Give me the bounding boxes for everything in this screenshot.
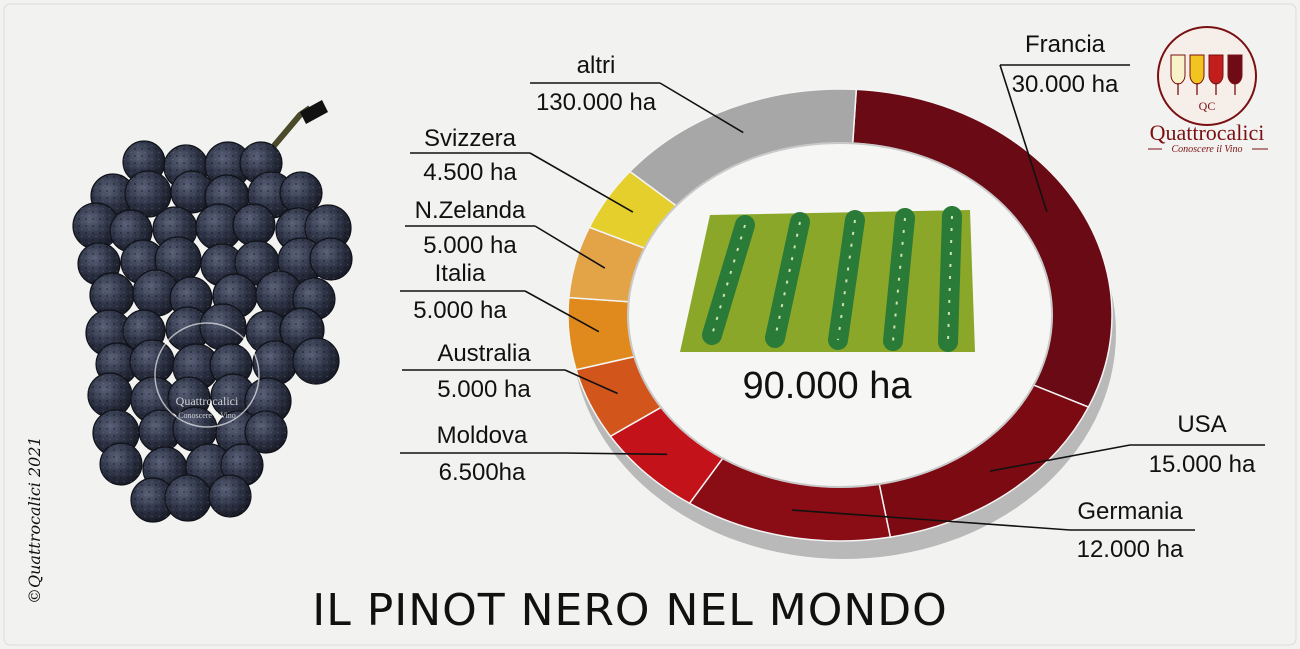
watermark: Quattrocalici Conoscere il Vino [154,322,260,428]
leader-line-svizzera [529,152,634,213]
grape-berry-bloom [133,270,179,316]
slice-value-altri: 130.000 ha [536,89,657,116]
slice-value-francia: 30.000 ha [1012,71,1119,98]
grape-berry-bloom [90,273,134,317]
slice-name-germania: Germania [1077,498,1183,525]
grape-berry-bloom [245,411,287,453]
vine-row [702,215,755,345]
vine-row-highlight [892,217,906,342]
grape-berry-bloom [100,443,142,485]
grape-berry-bloom [139,410,181,452]
leader-line-francia [999,64,1048,212]
brand-logo: QC [1157,26,1257,126]
leader-line-australia [564,369,618,395]
slice-name-moldova: Moldova [437,422,528,449]
slice-name-italia: Italia [435,260,486,287]
grape-berry-bloom [211,374,255,418]
slice-italia [567,296,636,371]
grape-berry-bloom [171,171,213,213]
brand-tagline: Conoscere il Vino [1171,144,1242,155]
leader-line-altri [659,82,744,134]
slice-value-nzelanda: 5.000 ha [423,232,517,259]
leader-line-usa [989,444,1131,472]
leader-line-nzelanda [534,225,606,269]
wine-glasses-icon [1170,54,1243,95]
grape-stem-tip [300,100,328,124]
grape-berry-bloom [310,238,352,280]
grape-berry-bloom [196,204,242,250]
grape-berry-bloom [256,271,302,317]
slice-value-germania: 12.000 ha [1077,536,1184,563]
slice-value-moldova: 6.500ha [439,459,526,486]
grape-berry-bloom [73,203,119,249]
slice-name-usa: USA [1177,411,1226,438]
grape-bunch-illustration [72,100,353,523]
watermark-tagline: Conoscere il Vino [178,411,236,420]
grape-berry-bloom [293,338,339,384]
grape-berry-bloom [131,478,175,522]
chart-total-label: 90.000 ha [742,365,912,407]
grape-berry-bloom [130,340,174,384]
slice-name-nzelanda: N.Zelanda [415,197,526,224]
logo-circle [1157,26,1257,126]
grape-berry-bloom [200,304,246,350]
vine-row [938,206,962,352]
leader-line-germania [791,509,1071,531]
copyright-text: ©Quattrocalici 2021 [25,436,44,604]
grape-berry-bloom [88,373,132,417]
grape-berry-bloom [155,237,201,283]
grape-berry-bloom [280,172,322,214]
slice-name-altri: altri [577,52,616,79]
slice-value-italia: 5.000 ha [413,297,507,324]
grape-berry-bloom [173,407,217,451]
vineyard-illustration [680,206,975,352]
watermark-name: Quattrocalici [176,394,239,408]
slice-value-svizzera: 4.500 ha [423,159,517,186]
slice-labels: Francia 30.000 ha USA 15.000 ha Germania 12.0… [400,31,1265,563]
grape-berry-bloom [166,307,210,351]
grape-berry-bloom [165,475,211,521]
slice-name-francia: Francia [1025,31,1106,58]
grape-berry-bloom [209,475,251,517]
slice-value-australia: 5.000 ha [437,376,531,403]
logo-monogram: QC [1199,99,1216,113]
vine-row-highlight [837,219,856,341]
grape-berry-bloom [205,142,251,188]
brand-name: Quattrocalici [1150,120,1265,145]
vine-row-highlight [774,221,801,339]
slice-name-svizzera: Svizzera [424,125,517,152]
page-title: IL PINOT NERO NEL MONDO [312,585,948,636]
slice-value-usa: 15.000 ha [1149,451,1256,478]
grape-berry-bloom [125,171,171,217]
leader-line-moldova [564,452,668,456]
grape-berry-bloom [253,341,297,385]
grape-berry-bloom [233,204,275,246]
leader-line-italia [524,290,600,333]
slice-name-australia: Australia [437,340,531,367]
